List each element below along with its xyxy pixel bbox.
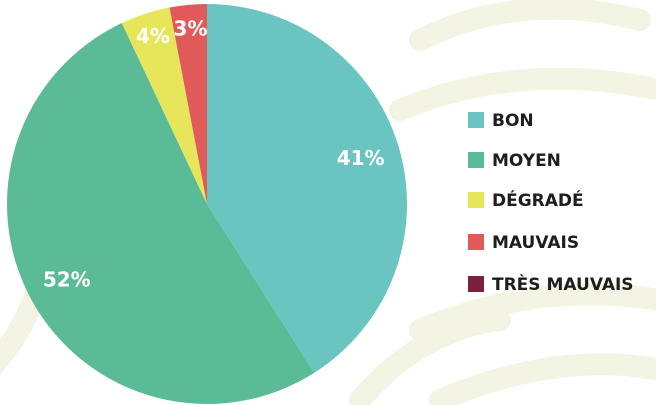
- legend-swatch: [468, 192, 484, 208]
- data-label: 4%: [136, 24, 170, 48]
- pie-slice: [6, 23, 315, 405]
- pie-slice: [207, 4, 407, 373]
- legend-label: MOYEN: [492, 151, 561, 171]
- data-label: 3%: [174, 16, 208, 40]
- legend-label: BON: [492, 111, 534, 131]
- legend-swatch: [468, 112, 484, 128]
- legend-swatch: [468, 152, 484, 168]
- legend-label: DÉGRADÉ: [492, 189, 584, 211]
- data-label: 52%: [43, 268, 91, 292]
- pie-slice: [169, 4, 207, 204]
- legend-swatch: [468, 234, 484, 250]
- legend-label: TRÈS MAUVAIS: [492, 273, 634, 295]
- legend-label: MAUVAIS: [492, 233, 579, 253]
- pie-slice: [121, 7, 207, 204]
- data-label: 41%: [337, 146, 385, 170]
- legend-swatch: [468, 276, 484, 292]
